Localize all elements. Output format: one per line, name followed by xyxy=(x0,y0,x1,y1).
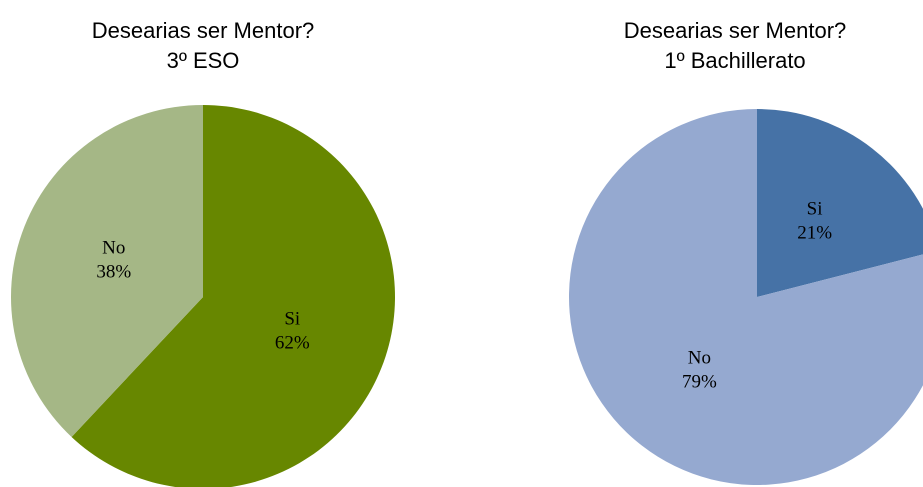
chart-title: Desearias ser Mentor? xyxy=(624,18,847,43)
slice-label: Si xyxy=(284,308,300,329)
slice-label: No xyxy=(102,238,125,259)
chart-subtitle: 1º Bachillerato xyxy=(664,48,805,73)
slice-label: No xyxy=(688,347,711,368)
chart-subtitle: 3º ESO xyxy=(167,48,240,73)
pie-slice xyxy=(569,109,923,485)
slice-value-label: 38% xyxy=(96,262,131,283)
slice-label: Si xyxy=(807,199,823,220)
pie-slice xyxy=(71,105,395,487)
pie-slice xyxy=(11,105,203,437)
chart-title: Desearias ser Mentor? xyxy=(92,18,315,43)
slice-value-label: 79% xyxy=(682,371,717,392)
slice-value-label: 62% xyxy=(275,332,310,353)
pie-slice xyxy=(757,109,923,297)
slice-value-label: 21% xyxy=(797,223,832,244)
